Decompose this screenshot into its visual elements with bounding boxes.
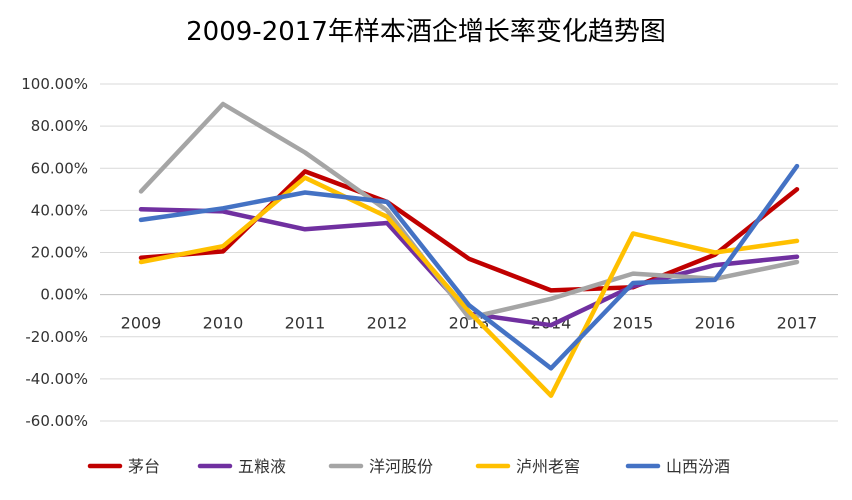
x-tick-label: 2016: [695, 314, 736, 333]
y-tick-label: -60.00%: [25, 412, 88, 430]
x-tick-label: 2015: [613, 314, 654, 333]
series-lines: [138, 101, 800, 398]
chart-title: 2009-2017年样本酒企增长率变化趋势图: [186, 17, 666, 47]
y-tick-label: 60.00%: [31, 159, 88, 177]
x-tick-label: 2011: [285, 314, 326, 333]
x-tick-label: 2013: [449, 314, 490, 333]
x-tick-label: 2009: [121, 314, 162, 333]
y-tick-label: -20.00%: [25, 328, 88, 346]
series-line-2: [138, 101, 800, 321]
x-tick-label: 2017: [777, 314, 818, 333]
y-axis-ticks: 100.00% 80.00% 60.00% 40.00% 20.00% 0.00% -20.…: [21, 75, 88, 430]
legend: 茅台 五粮液 洋河股份 泸州老窖 山西汾酒: [87, 457, 730, 476]
legend-label: 泸州老窖: [516, 457, 580, 476]
legend-label: 洋河股份: [369, 457, 433, 476]
y-tick-label: 0.00%: [40, 286, 88, 304]
y-tick-label: 100.00%: [21, 75, 88, 93]
x-tick-label: 2010: [203, 314, 244, 333]
legend-label: 山西汾酒: [666, 457, 730, 476]
y-tick-label: 80.00%: [31, 117, 88, 135]
y-tick-label: -40.00%: [25, 370, 88, 388]
y-tick-label: 40.00%: [31, 201, 88, 219]
x-tick-label: 2012: [367, 314, 408, 333]
series-line-4: [138, 163, 800, 371]
series-line-3: [138, 175, 800, 398]
legend-label: 茅台: [128, 457, 160, 476]
y-tick-label: 20.00%: [31, 244, 88, 262]
legend-label: 五粮液: [238, 457, 286, 476]
